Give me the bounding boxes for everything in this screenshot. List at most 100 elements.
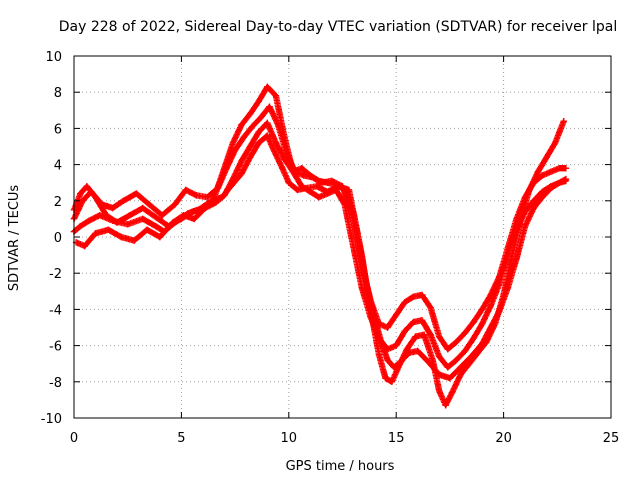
data-point	[562, 177, 570, 185]
data-point	[350, 208, 357, 215]
y-tick-label: -2	[49, 267, 62, 282]
data-point	[375, 335, 383, 342]
data-point	[457, 371, 464, 378]
data-point	[120, 197, 127, 204]
data-point	[315, 177, 323, 185]
data-point	[534, 168, 542, 176]
axis-ticks: 0 5 10 15 20 25 -10 -8 -6 -4 -2 0 2 4 6 8 10	[41, 50, 620, 446]
data-point	[152, 222, 159, 230]
data-point	[124, 221, 131, 228]
data-point	[401, 298, 408, 306]
data-point	[547, 183, 555, 190]
data-point	[470, 318, 477, 326]
data-point	[212, 199, 219, 206]
data-point	[453, 356, 460, 364]
data-point	[229, 175, 237, 183]
data-point	[435, 387, 443, 395]
data-point	[341, 201, 348, 208]
data-point	[513, 226, 520, 233]
y-tick-label: 6	[54, 122, 62, 137]
data-point	[105, 226, 112, 233]
data-point	[156, 233, 164, 241]
data-point	[461, 347, 469, 355]
data-point	[504, 251, 512, 259]
y-tick-label: 2	[54, 195, 62, 210]
data-point	[279, 165, 286, 172]
data-point	[281, 134, 288, 141]
data-point	[298, 165, 305, 172]
data-point	[307, 188, 314, 195]
data-point	[562, 165, 570, 172]
data-point	[418, 317, 426, 324]
data-point	[429, 356, 436, 364]
data-point	[266, 103, 273, 110]
data-point	[414, 347, 421, 355]
data-point	[388, 378, 396, 385]
data-point	[229, 139, 237, 147]
data-point	[435, 333, 443, 340]
x-axis-label: GPS time / hours	[286, 459, 395, 474]
data-point	[521, 208, 529, 215]
data-point	[77, 222, 84, 230]
data-point	[77, 190, 84, 197]
data-point	[446, 374, 454, 382]
data-point	[130, 237, 138, 244]
data-point	[375, 320, 383, 328]
data-point	[324, 179, 331, 186]
data-point	[315, 193, 323, 201]
data-point	[358, 251, 366, 259]
data-point	[393, 342, 400, 349]
data-point	[556, 179, 563, 186]
data-point	[300, 172, 308, 179]
data-point	[289, 168, 297, 176]
data-point	[384, 356, 391, 364]
data-point	[461, 329, 469, 337]
x-tick-label: 25	[603, 431, 620, 446]
data-point	[255, 139, 262, 147]
data-point	[384, 324, 391, 331]
data-point	[420, 331, 428, 338]
data-point	[109, 204, 116, 212]
data-point	[255, 98, 262, 105]
data-point	[526, 186, 533, 194]
data-point	[307, 172, 314, 179]
data-point	[466, 360, 473, 367]
data-point	[240, 134, 247, 141]
data-point	[270, 146, 277, 154]
data-point	[246, 154, 254, 161]
data-point	[382, 374, 389, 382]
y-tick-label: 4	[54, 159, 62, 174]
data-point	[418, 291, 426, 299]
data-point	[113, 219, 121, 226]
data-point	[85, 217, 93, 224]
data-point	[281, 155, 288, 163]
y-tick-label: 10	[45, 50, 62, 65]
data-point	[521, 222, 529, 230]
data-point	[145, 201, 153, 208]
data-point	[496, 280, 503, 288]
data-point	[500, 291, 507, 299]
data-point	[83, 183, 91, 190]
data-point	[341, 186, 348, 194]
data-point	[367, 313, 374, 320]
data-point	[96, 212, 103, 219]
data-point	[180, 212, 187, 219]
x-tick-label: 5	[177, 431, 185, 446]
data-point	[139, 215, 146, 223]
data-point	[332, 186, 340, 194]
data-point	[324, 190, 331, 197]
data-point	[539, 188, 546, 195]
data-point	[152, 213, 159, 221]
data-point	[246, 143, 254, 150]
data-point	[238, 157, 245, 165]
data-point	[487, 291, 494, 299]
data-point	[442, 402, 449, 409]
data-point	[103, 212, 110, 219]
data-point	[403, 346, 411, 353]
data-point	[249, 123, 256, 130]
data-point	[412, 333, 419, 340]
data-point	[126, 212, 134, 219]
data-point	[491, 320, 499, 328]
